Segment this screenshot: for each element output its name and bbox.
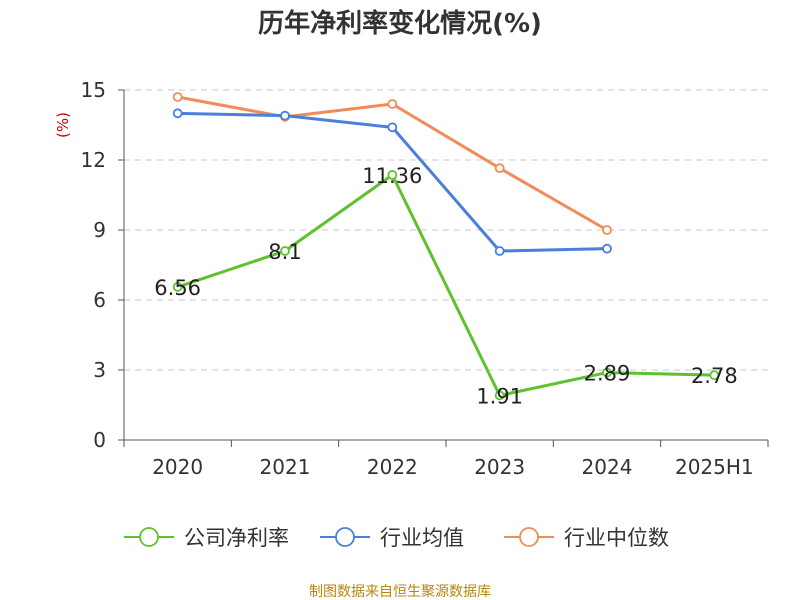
data-point	[280, 246, 290, 256]
legend-label: 公司净利率	[184, 526, 289, 550]
grid	[124, 89, 768, 371]
data-point	[172, 92, 183, 102]
x-tick-label: 2022	[367, 455, 418, 479]
x-tick-label: 2023	[474, 455, 525, 479]
data-label: 1.91	[476, 384, 523, 408]
legend: 公司净利率 行业均值 行业中位数	[124, 526, 669, 550]
data-label: 11.36	[362, 164, 422, 188]
y-tick-label: 9	[93, 218, 106, 242]
y-axis-unit: (%)	[54, 112, 72, 138]
data-point	[280, 110, 290, 121]
legend-label: 行业均值	[380, 526, 464, 550]
data-point	[602, 243, 612, 254]
data-label: 6.56	[154, 276, 201, 300]
data-point	[172, 282, 183, 292]
data-point	[387, 122, 398, 133]
legend-swatch-marker	[139, 527, 159, 547]
x-tick-label: 2020	[152, 455, 203, 479]
y-tick-label: 6	[93, 288, 106, 312]
data-point	[494, 390, 505, 401]
y-tick-label: 3	[93, 358, 106, 382]
data-label: 8.1	[268, 240, 301, 264]
data-label: 2.78	[691, 364, 738, 388]
data-point	[494, 163, 505, 174]
legend-swatch-marker	[335, 527, 355, 547]
x-tick-label: 2021	[260, 455, 311, 479]
data-point	[172, 108, 183, 119]
axes: 0 3 6 9 12 15 2020 2021 2022 2023 2024 2025H1	[81, 78, 769, 479]
legend-label: 行业中位数	[564, 526, 669, 550]
chart-title: 历年净利率变化情况(%)	[258, 8, 542, 39]
series-line	[177, 173, 715, 397]
data-point	[602, 367, 612, 378]
x-tick-label: 2025H1	[675, 455, 754, 479]
data-point	[387, 99, 398, 109]
data-point	[602, 225, 612, 235]
series	[172, 92, 720, 401]
source-note: 制图数据来自恒生聚源数据库	[309, 584, 491, 600]
data-labels: 6.56 8.1 11.36 1.91 2.89 2.78	[154, 164, 737, 408]
data-point	[709, 370, 720, 381]
legend-swatch-marker	[519, 527, 539, 547]
data-point	[494, 246, 505, 256]
y-tick-label: 12	[81, 148, 106, 172]
data-point	[387, 170, 398, 180]
x-tick-label: 2024	[582, 455, 633, 479]
y-tick-label: 15	[81, 78, 106, 102]
y-tick-label: 0	[93, 428, 106, 452]
data-label: 2.89	[584, 362, 631, 386]
